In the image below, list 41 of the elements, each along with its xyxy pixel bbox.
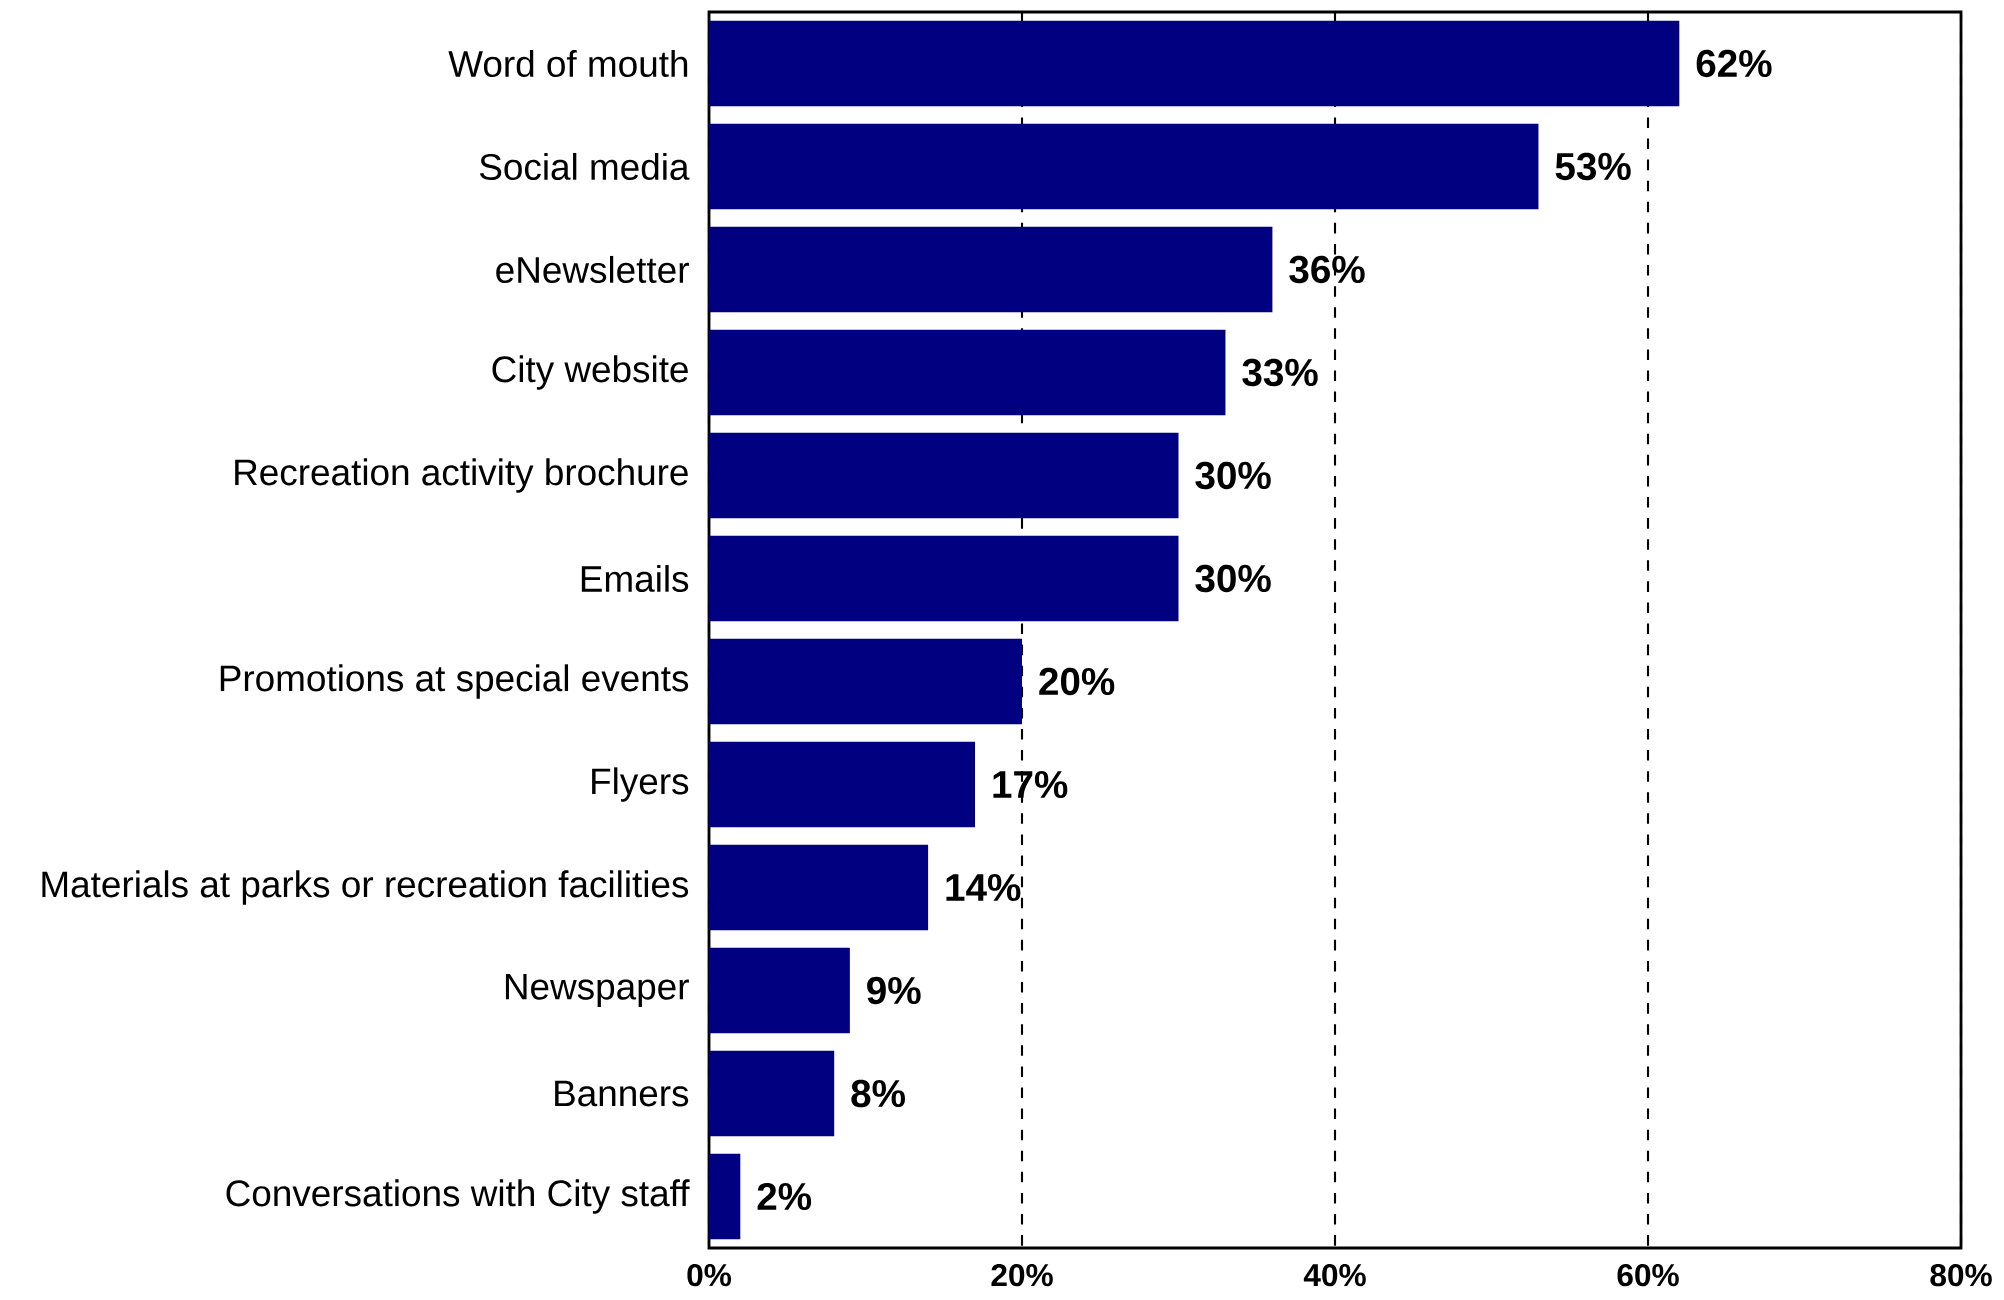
x-tick-label: 20% [991, 1263, 1053, 1287]
bar [709, 947, 850, 1034]
bar [709, 432, 1179, 519]
data-label: 17% [993, 770, 1068, 799]
bar [709, 123, 1539, 210]
bar [709, 535, 1179, 622]
bar [709, 20, 1680, 107]
y-tick-label: Banners [555, 1080, 689, 1107]
y-tick-label: eNewsletter [496, 255, 689, 284]
y-tick-label: Word of mouth [448, 49, 688, 78]
y-tick-label: Social media [479, 152, 690, 181]
y-tick-label: Newspaper [505, 974, 689, 1008]
y-tick-label: Flyers [592, 767, 689, 802]
data-label: 20% [1039, 667, 1115, 696]
y-tick-label: Materials at parks or recreation facilities [42, 870, 689, 905]
bar [709, 741, 976, 828]
y-tick-label: Emails [581, 564, 689, 593]
y-tick-label: Promotions at special events [220, 664, 689, 699]
bar [709, 329, 1226, 416]
data-label: 14% [946, 873, 1021, 902]
data-label: 9% [867, 976, 921, 1005]
x-tick-label: 0% [687, 1263, 732, 1287]
data-label: 30% [1195, 564, 1271, 593]
x-tick-label: 40% [1303, 1263, 1366, 1287]
bar [709, 226, 1273, 313]
y-tick-label: City website [492, 355, 688, 390]
data-label: 62% [1696, 49, 1772, 78]
y-tick-label: Recreation activity brochure [235, 458, 688, 493]
data-label: 36% [1289, 255, 1365, 284]
bar [709, 1050, 835, 1137]
data-label: 8% [851, 1079, 905, 1108]
bar [709, 1153, 741, 1240]
data-label: 30% [1195, 461, 1271, 490]
data-label: 53% [1555, 152, 1631, 181]
bar [709, 844, 929, 931]
x-tick-label: 60% [1617, 1263, 1679, 1287]
data-label: 2% [757, 1182, 812, 1211]
data-label: 33% [1242, 358, 1318, 387]
bar [709, 638, 1022, 725]
x-tick-label: 80% [1930, 1263, 1992, 1287]
y-tick-label: Conversations with City staff [226, 1179, 690, 1214]
